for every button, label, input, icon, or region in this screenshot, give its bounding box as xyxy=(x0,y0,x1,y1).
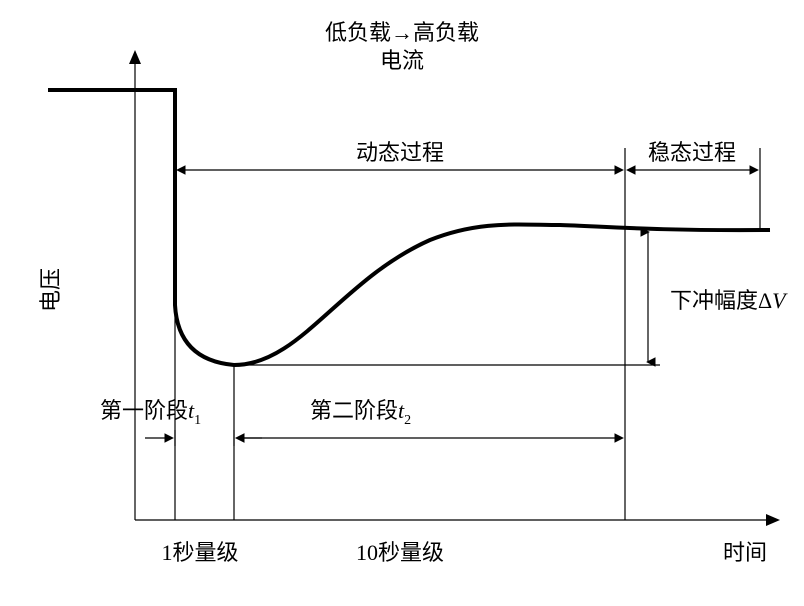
diagram-svg: 低负载→高负载 电流 电压 时间 动态过程 稳态过程 下冲幅度ΔV xyxy=(0,0,804,601)
x-axis-label: 时间 xyxy=(723,540,767,565)
phase1-prefix: 第一阶段 xyxy=(100,398,188,423)
y-axis-label: 电压 xyxy=(38,268,63,312)
scale-10s: 10秒量级 xyxy=(356,540,444,565)
svg-text:第二阶段t2: 第二阶段t2 xyxy=(310,398,411,428)
phase1-sub: 1 xyxy=(194,413,201,428)
undershoot-arrow: 下冲幅度ΔV xyxy=(648,232,788,362)
steady-range: 稳态过程 xyxy=(628,140,757,170)
undershoot-v: V xyxy=(772,288,788,313)
scale-1s: 1秒量级 xyxy=(161,540,238,565)
phase2: 第二阶段t2 xyxy=(237,398,622,438)
dynamic-label: 动态过程 xyxy=(356,140,444,165)
svg-text:下冲幅度ΔV: 下冲幅度ΔV xyxy=(670,288,788,313)
phase2-prefix: 第二阶段 xyxy=(310,398,398,423)
svg-text:第一阶段t1: 第一阶段t1 xyxy=(100,398,201,428)
dynamic-range: 动态过程 xyxy=(178,140,622,170)
phase2-sub: 2 xyxy=(404,413,411,428)
steady-label: 稳态过程 xyxy=(648,140,736,165)
undershoot-prefix: 下冲幅度Δ xyxy=(670,288,772,313)
title-line1: 低负载→高负载 xyxy=(325,20,479,45)
title-line2: 电流 xyxy=(380,48,424,73)
voltage-curve xyxy=(48,90,770,365)
vertical-guides xyxy=(175,148,760,520)
phase1: 第一阶段t1 xyxy=(100,398,262,446)
